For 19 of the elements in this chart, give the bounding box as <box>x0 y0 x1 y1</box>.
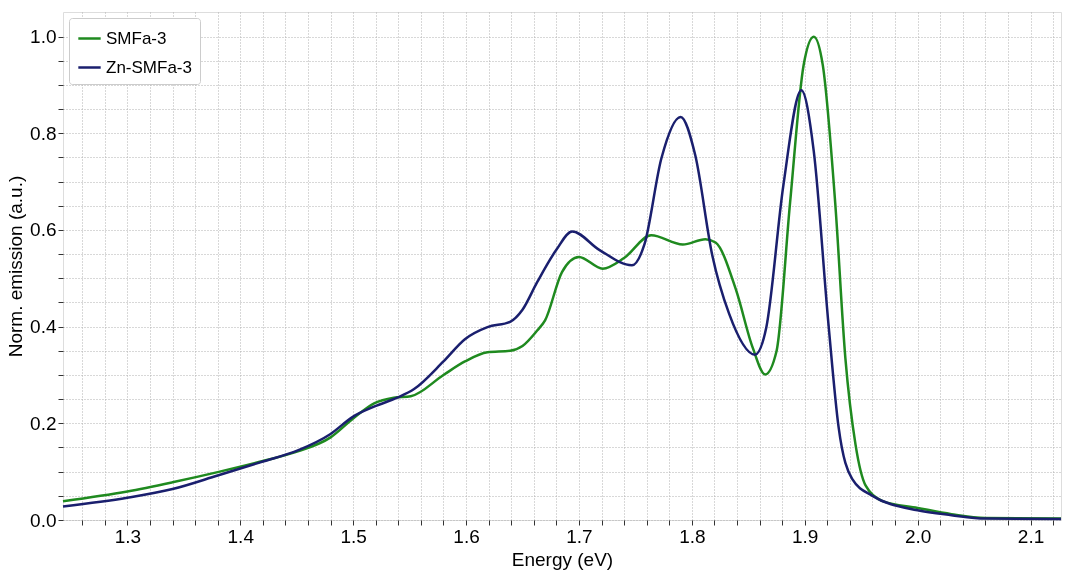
y-axis-title: Norm. emission (a.u.) <box>5 175 27 358</box>
y-tick-label: 0.0 <box>30 509 57 531</box>
x-tick-label: 1.5 <box>340 525 367 547</box>
x-tick-label: 2.1 <box>1017 525 1045 547</box>
y-tick-label: 1.0 <box>30 26 57 48</box>
x-tick-label: 1.3 <box>114 525 142 547</box>
legend-label: Zn-SMFa-3 <box>106 57 192 77</box>
x-tick-label: 1.9 <box>792 525 819 547</box>
y-tick-label: 0.8 <box>30 122 57 144</box>
y-tick-label: 0.2 <box>30 412 57 434</box>
x-tick-label: 1.7 <box>566 525 593 547</box>
x-tick-label: 1.8 <box>679 525 706 547</box>
y-tick-label: 0.6 <box>30 219 57 241</box>
x-tick-label: 1.4 <box>227 525 255 547</box>
x-tick-label: 2.0 <box>904 525 932 547</box>
x-axis-title: Energy (eV) <box>511 548 614 570</box>
y-tick-label: 0.4 <box>30 316 57 338</box>
legend-label: SMFa-3 <box>106 28 167 48</box>
x-tick-label: 1.6 <box>453 525 480 547</box>
